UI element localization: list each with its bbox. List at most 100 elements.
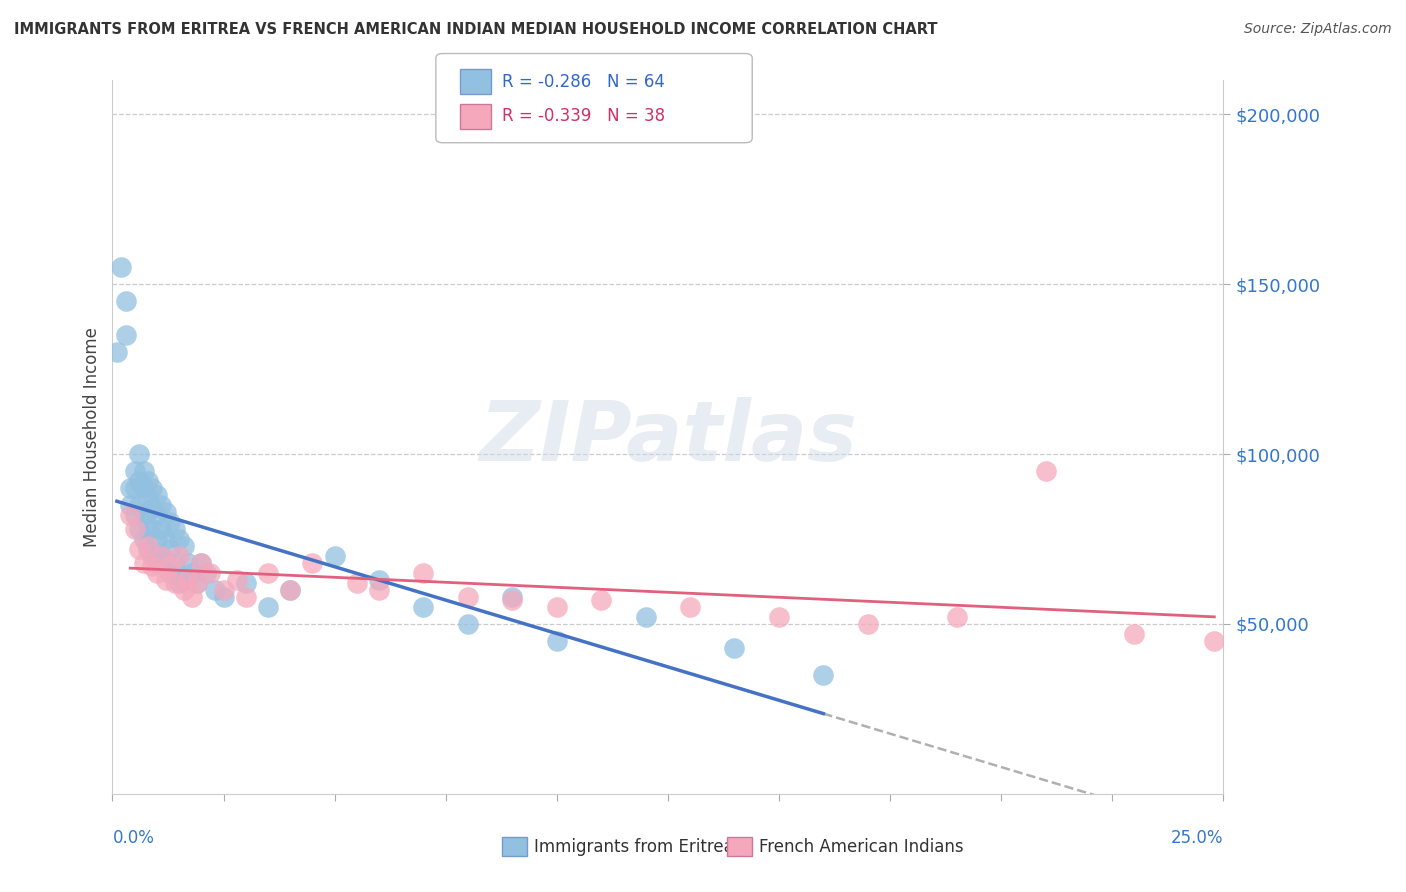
Point [146,556,169,570]
Point [132,532,155,546]
Point [723,640,745,655]
Point [634,610,657,624]
Point [155,573,177,587]
Text: IMMIGRANTS FROM ERITREA VS FRENCH AMERICAN INDIAN MEDIAN HOUSEHOLD INCOME CORREL: IMMIGRANTS FROM ERITREA VS FRENCH AMERIC… [14,22,938,37]
Point [546,634,568,648]
Point [181,566,204,580]
Point [132,481,155,495]
Point [141,549,163,563]
Point [146,508,169,523]
Point [457,617,479,632]
Point [278,582,301,597]
Point [501,590,523,604]
Point [150,549,173,563]
Point [190,556,212,570]
Point [945,610,967,624]
Point [167,549,190,563]
Point [323,549,346,563]
Point [591,593,613,607]
Point [128,447,150,461]
Point [368,573,391,587]
Point [132,556,155,570]
Point [128,498,150,512]
Point [546,599,568,614]
Point [159,559,181,574]
Point [194,566,217,580]
Point [146,532,169,546]
Text: Immigrants from Eritrea: Immigrants from Eritrea [534,838,734,855]
Point [173,573,195,587]
Point [1123,627,1146,641]
Text: French American Indians: French American Indians [759,838,965,855]
Point [141,481,163,495]
Text: 25.0%: 25.0% [1171,829,1223,847]
Point [173,539,195,553]
Point [136,505,159,519]
Point [114,328,136,343]
Point [124,481,146,495]
Point [132,464,155,478]
Point [141,501,163,516]
Point [1204,634,1226,648]
Point [163,556,186,570]
Text: R = -0.339   N = 38: R = -0.339 N = 38 [502,107,665,125]
Point [159,542,181,557]
Point [204,582,226,597]
Text: ZIPatlas: ZIPatlas [479,397,856,477]
Point [177,556,200,570]
Point [225,573,247,587]
Point [679,599,702,614]
Point [136,539,159,553]
Text: R = -0.286   N = 64: R = -0.286 N = 64 [502,72,665,91]
Point [1035,464,1057,478]
Point [136,522,159,536]
Point [120,498,142,512]
Text: 0.0%: 0.0% [112,829,155,847]
Point [212,582,235,597]
Point [163,522,186,536]
Point [150,549,173,563]
Point [301,556,323,570]
Point [856,617,879,632]
Point [768,610,790,624]
Point [235,590,257,604]
Point [235,576,257,591]
Point [163,576,186,591]
Point [200,566,222,580]
Point [136,491,159,506]
Point [136,542,159,557]
Point [186,576,208,591]
Point [412,566,434,580]
Point [412,599,434,614]
Point [146,566,169,580]
Point [167,532,190,546]
Point [501,593,523,607]
Point [141,522,163,536]
Point [257,599,280,614]
Point [155,556,177,570]
Point [146,488,169,502]
Point [105,345,128,359]
Point [212,590,235,604]
Y-axis label: Median Household Income: Median Household Income [83,327,101,547]
Point [124,522,146,536]
Point [150,522,173,536]
Point [177,573,200,587]
Point [155,505,177,519]
Point [167,576,190,591]
Point [120,481,142,495]
Point [124,508,146,523]
Point [813,668,835,682]
Point [159,515,181,529]
Point [368,582,391,597]
Point [278,582,301,597]
Point [150,498,173,512]
Point [457,590,479,604]
Point [173,582,195,597]
Point [159,566,181,580]
Point [155,532,177,546]
Point [141,559,163,574]
Point [190,556,212,570]
Point [136,475,159,489]
Point [346,576,368,591]
